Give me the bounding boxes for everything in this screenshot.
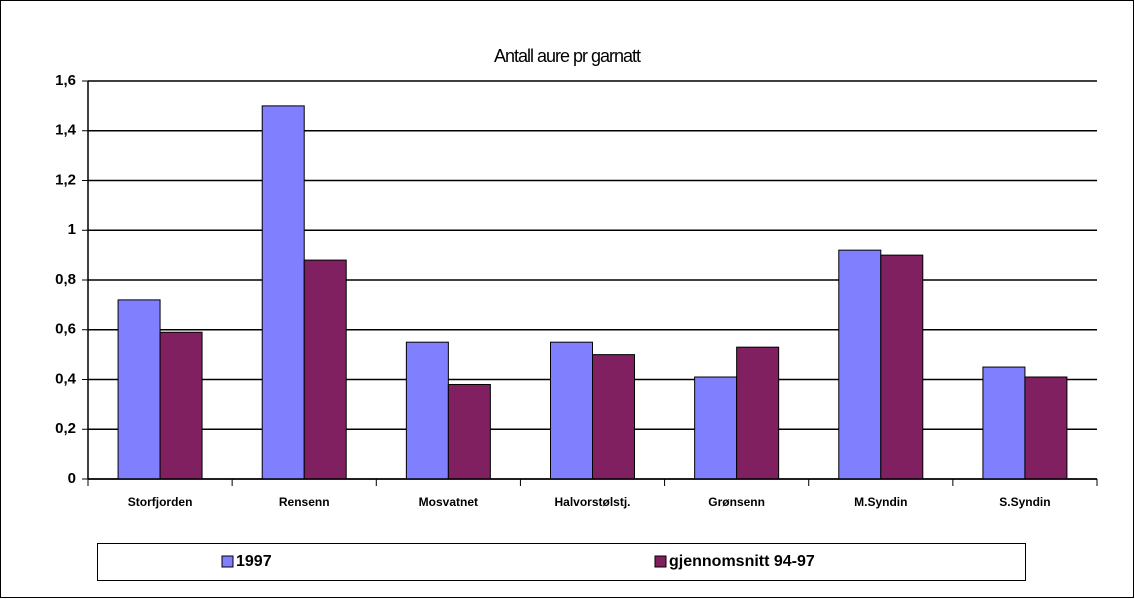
legend-swatch	[221, 555, 234, 568]
bar	[592, 354, 635, 480]
bar	[982, 366, 1026, 480]
x-tick-label: Grønsenn	[708, 495, 765, 509]
bar	[159, 331, 203, 480]
x-tick-label: M.Syndin	[854, 495, 907, 509]
chart-title: Antall aure pr garnatt	[494, 46, 641, 66]
y-tick-label: 0,4	[55, 370, 77, 387]
y-tick-label: 1	[68, 221, 76, 238]
bar	[880, 254, 924, 480]
bar	[447, 383, 491, 480]
bar	[838, 249, 882, 480]
bar	[550, 341, 593, 480]
x-tick-label: Storfjorden	[128, 495, 193, 509]
x-tick-label: Rensenn	[279, 495, 330, 509]
legend-label: 1997	[236, 553, 272, 570]
y-tick-label: 1,4	[55, 122, 77, 139]
legend-box	[97, 543, 1026, 581]
bar	[117, 299, 161, 480]
x-tick-label: S.Syndin	[999, 495, 1050, 509]
legend-label: gjennomsnitt 94-97	[669, 553, 815, 570]
x-tick-label: Halvorstølstj.	[554, 495, 630, 509]
bar	[1024, 376, 1068, 480]
bar	[261, 105, 305, 480]
y-tick-label: 0,8	[55, 271, 76, 288]
x-tick-label: Mosvatnet	[419, 495, 478, 509]
y-tick-label: 1,2	[55, 171, 76, 188]
y-tick-label: 0,6	[55, 321, 76, 338]
bar	[405, 341, 449, 480]
y-tick-label: 0,2	[55, 420, 76, 437]
y-tick-label: 1,6	[55, 72, 76, 89]
y-tick-label: 0	[68, 470, 76, 487]
bar	[736, 346, 780, 480]
bar	[694, 376, 738, 480]
legend-swatch	[654, 555, 667, 568]
bar	[303, 259, 347, 480]
